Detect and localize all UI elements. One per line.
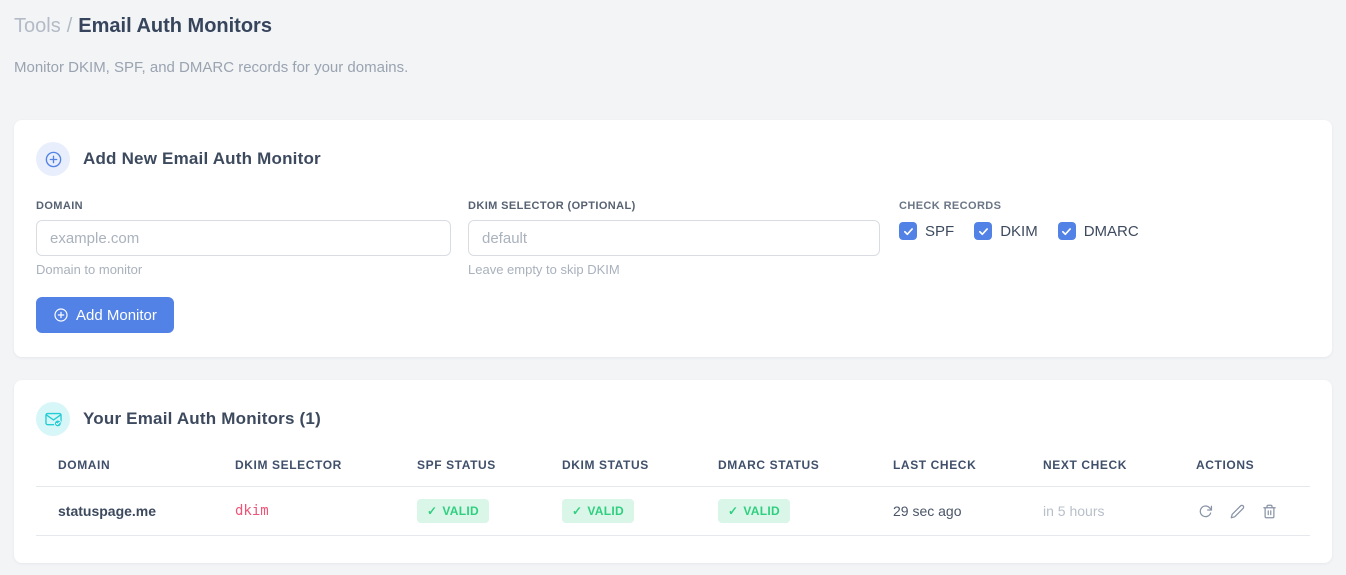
checkbox-dmarc-label: DMARC [1083,222,1139,240]
monitor-next-check: in 5 hours [1021,486,1174,536]
check-glyph: ✓ [728,504,739,518]
header-spf-status: SPF STATUS [395,454,540,487]
domain-label: DOMAIN [36,200,84,212]
delete-button[interactable] [1260,502,1279,521]
page-header: Tools / Email Auth Monitors Monitor DKIM, … [0,0,1346,79]
check-records-options: SPF DKIM DMARC [899,222,1139,240]
breadcrumb: Tools / Email Auth Monitors [14,12,1332,40]
breadcrumb-separator: / [66,15,73,37]
monitors-list-card: Your Email Auth Monitors (1) DOMAIN DKIM… [14,380,1332,563]
header-dmarc-status: DMARC STATUS [696,454,871,487]
add-card-title: Add New Email Auth Monitor [83,149,321,168]
status-badge: ✓ VALID [718,499,790,523]
table-header-row: DOMAIN DKIM SELECTOR SPF STATUS DKIM STA… [36,454,1310,487]
check-glyph: ✓ [427,504,438,518]
checkbox-checked-icon [974,222,993,240]
check-glyph: ✓ [572,504,583,518]
header-domain: DOMAIN [36,454,213,487]
dmarc-status-value: VALID [743,504,780,518]
page-subtitle: Monitor DKIM, SPF, and DMARC records for… [14,59,409,76]
dkim-selector-helper-text: Leave empty to skip DKIM [468,262,620,277]
monitors-card-header: Your Email Auth Monitors (1) [14,402,1332,436]
domain-field-group: DOMAIN Domain to monitor [36,200,451,277]
checkbox-checked-icon [1057,222,1076,240]
dmarc-status-cell: ✓ VALID [696,486,871,536]
plus-circle-icon [36,142,70,176]
check-records-label: CHECK RECORDS [899,200,1002,212]
domain-input[interactable] [36,220,451,256]
refresh-button[interactable] [1196,502,1215,521]
monitor-last-check: 29 sec ago [871,486,1021,536]
edit-button[interactable] [1228,502,1247,521]
dkim-status-value: VALID [587,504,624,518]
plus-circle-icon [53,307,69,323]
header-dkim-status: DKIM STATUS [540,454,696,487]
dkim-status-cell: ✓ VALID [540,486,696,536]
status-badge: ✓ VALID [562,499,634,523]
dkim-selector-input[interactable] [468,220,880,256]
add-monitor-button-label: Add Monitor [76,306,157,324]
monitors-table: DOMAIN DKIM SELECTOR SPF STATUS DKIM STA… [36,454,1310,536]
checkbox-dkim[interactable]: DKIM [974,222,1038,240]
dkim-selector-field-group: DKIM SELECTOR (OPTIONAL) Leave empty to … [468,200,880,277]
monitor-actions [1174,486,1310,536]
header-actions: ACTIONS [1174,454,1310,487]
page-title: Email Auth Monitors [78,15,272,37]
check-records-group: CHECK RECORDS SPF DKIM [899,200,1139,240]
monitors-card-title: Your Email Auth Monitors (1) [83,409,321,428]
pencil-icon [1230,504,1245,522]
add-monitor-card: Add New Email Auth Monitor DOMAIN Domain… [14,120,1332,357]
checkbox-spf-label: SPF [925,222,955,240]
domain-helper-text: Domain to monitor [36,262,143,277]
breadcrumb-tools-link[interactable]: Tools [14,15,61,37]
checkbox-checked-icon [899,222,917,240]
header-dkim-selector: DKIM SELECTOR [213,454,395,487]
table-row: statuspage.me dkim ✓ VALID ✓ VALID [36,486,1310,536]
spf-status-value: VALID [442,504,479,518]
header-next-check: NEXT CHECK [1021,454,1174,487]
dkim-selector-label: DKIM SELECTOR (OPTIONAL) [468,200,636,212]
add-monitor-form: DOMAIN Domain to monitor DKIM SELECTOR (… [36,200,1310,277]
checkbox-dmarc[interactable]: DMARC [1057,222,1139,240]
header-last-check: LAST CHECK [871,454,1021,487]
spf-status-cell: ✓ VALID [395,486,540,536]
email-check-icon [36,402,70,436]
add-monitor-button[interactable]: Add Monitor [36,297,174,333]
refresh-icon [1198,504,1213,522]
monitor-dkim-selector: dkim [213,486,395,536]
checkbox-dkim-label: DKIM [1000,222,1038,240]
status-badge: ✓ VALID [417,499,489,523]
monitor-domain: statuspage.me [36,486,213,536]
trash-icon [1262,504,1277,522]
add-card-header: Add New Email Auth Monitor [36,142,1310,176]
checkbox-spf[interactable]: SPF [899,222,954,240]
